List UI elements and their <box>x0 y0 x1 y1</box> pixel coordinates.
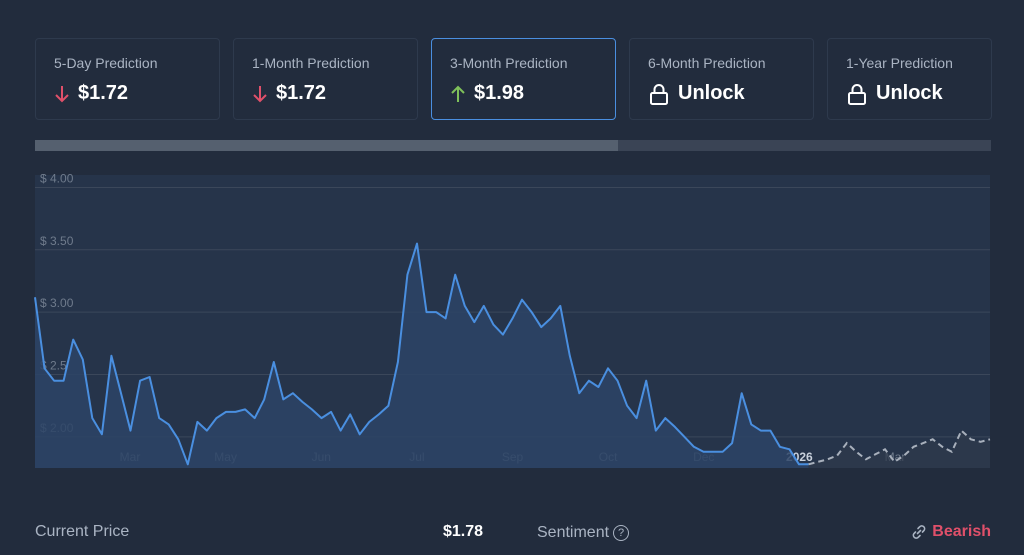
price-chart[interactable]: $ 2.00$ 2.5$ 3.00$ 3.50$ 4.00MarMayJunJu… <box>0 160 1024 480</box>
y-tick-label: $ 2.5 <box>40 358 67 372</box>
prediction-card-1year[interactable]: 1-Year Prediction Unlock <box>827 38 992 120</box>
y-tick-label: $ 3.00 <box>40 296 74 310</box>
current-price-value: $1.78 <box>443 523 484 540</box>
prediction-value: $1.98 <box>450 82 524 105</box>
prediction-value: $1.72 <box>54 82 128 105</box>
prediction-card-6month[interactable]: 6-Month Prediction Unlock <box>629 38 814 120</box>
sentiment-label: Sentiment ? <box>537 524 630 542</box>
footer-bar: Current Price $1.78 Sentiment ? Bearish <box>0 515 1024 549</box>
prediction-label: 1-Year Prediction <box>846 55 953 71</box>
lock-icon <box>650 83 668 105</box>
link-icon <box>912 525 926 539</box>
prediction-cards: 5-Day Prediction $1.72 1-Month Predictio… <box>35 38 992 122</box>
prediction-card-1month[interactable]: 1-Month Prediction $1.72 <box>233 38 418 120</box>
prediction-card-3month[interactable]: 3-Month Prediction $1.98 <box>431 38 616 120</box>
progress-fill <box>35 140 619 151</box>
prediction-label: 6-Month Prediction <box>648 55 766 71</box>
prediction-value: $1.72 <box>252 82 326 105</box>
y-tick-label: $ 4.00 <box>40 171 74 185</box>
price-line <box>34 242 809 466</box>
arrow-down-icon <box>253 85 267 102</box>
y-tick-label: $ 3.50 <box>40 234 74 248</box>
help-icon[interactable]: ? <box>613 525 630 541</box>
prediction-label: 5-Day Prediction <box>54 55 158 71</box>
current-price-label: Current Price <box>35 523 130 540</box>
prediction-line <box>808 428 991 466</box>
prediction-card-5day[interactable]: 5-Day Prediction $1.72 <box>35 38 220 120</box>
prediction-progress-bar <box>35 140 991 151</box>
arrow-up-icon <box>451 85 465 102</box>
arrow-down-icon <box>55 85 69 102</box>
prediction-value: Unlock <box>846 82 943 105</box>
prediction-area <box>808 430 990 468</box>
prediction-label: 1-Month Prediction <box>252 55 370 71</box>
sentiment-value[interactable]: Bearish <box>911 523 991 541</box>
prediction-value: Unlock <box>648 82 745 105</box>
prediction-label: 3-Month Prediction <box>450 55 568 71</box>
lock-icon <box>848 83 866 105</box>
